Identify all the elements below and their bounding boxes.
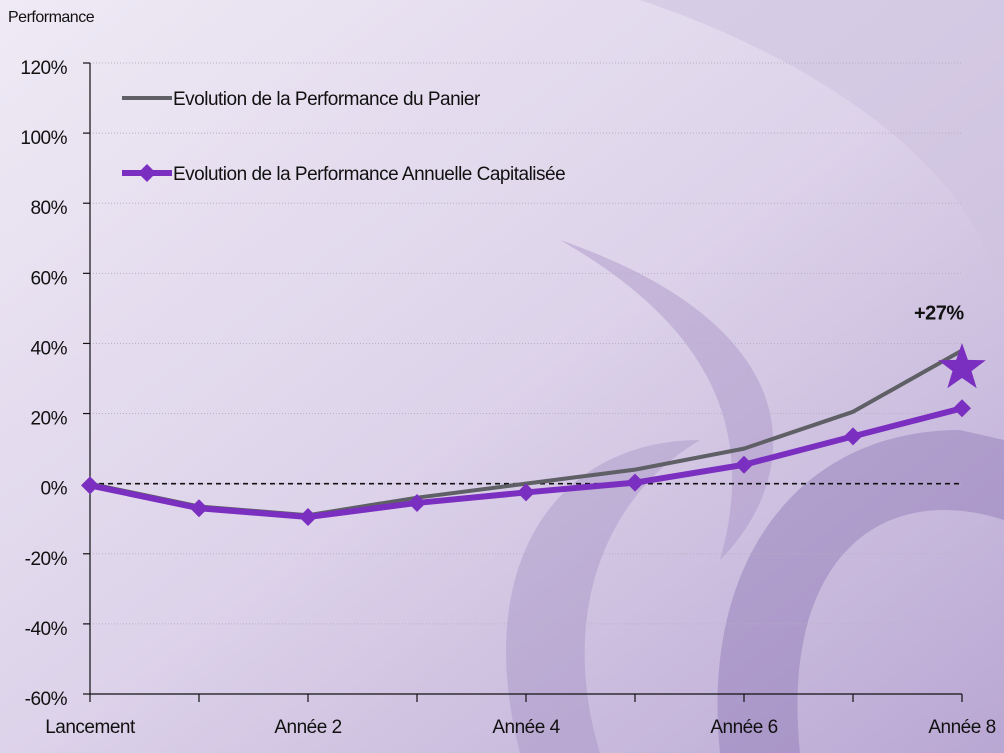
marker xyxy=(408,493,426,512)
y-tick-label: 120% xyxy=(20,58,67,79)
y-tick-label: 60% xyxy=(30,268,67,289)
star xyxy=(938,343,986,389)
marker xyxy=(953,399,971,418)
background-shape xyxy=(506,440,700,753)
background-shape xyxy=(717,430,1004,753)
marker xyxy=(735,455,753,474)
marker xyxy=(190,499,208,518)
background-shape xyxy=(560,240,774,560)
y-tick-label: 0% xyxy=(41,479,68,500)
x-tick-label: Année 2 xyxy=(274,717,341,738)
legend-label: Evolution de la Performance Annuelle Cap… xyxy=(173,164,565,185)
marker xyxy=(81,476,99,495)
marker xyxy=(844,427,862,446)
x-tick-label: Année 8 xyxy=(928,717,995,738)
marker xyxy=(517,483,535,502)
background-shape xyxy=(640,0,1004,330)
legend-marker xyxy=(138,164,156,182)
y-tick-label: 80% xyxy=(30,198,67,219)
x-tick-label: Année 6 xyxy=(710,717,777,738)
y-tick-label: -20% xyxy=(25,549,68,570)
y-tick-label: 20% xyxy=(30,409,67,430)
annotation: +27% xyxy=(914,302,964,324)
legend-label: Evolution de la Performance du Panier xyxy=(173,89,481,110)
marker xyxy=(299,507,317,526)
marker xyxy=(626,473,644,492)
x-tick-label: Année 4 xyxy=(492,717,560,738)
y-tick-label: 100% xyxy=(20,128,67,149)
y-tick-label: -60% xyxy=(25,689,68,710)
x-tick-label: Lancement xyxy=(45,717,136,738)
axis-label: Performance xyxy=(8,9,95,26)
y-tick-label: 40% xyxy=(30,338,67,359)
y-tick-label: -40% xyxy=(25,619,68,640)
